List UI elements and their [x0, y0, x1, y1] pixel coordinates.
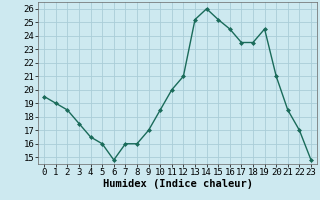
X-axis label: Humidex (Indice chaleur): Humidex (Indice chaleur): [103, 179, 252, 189]
